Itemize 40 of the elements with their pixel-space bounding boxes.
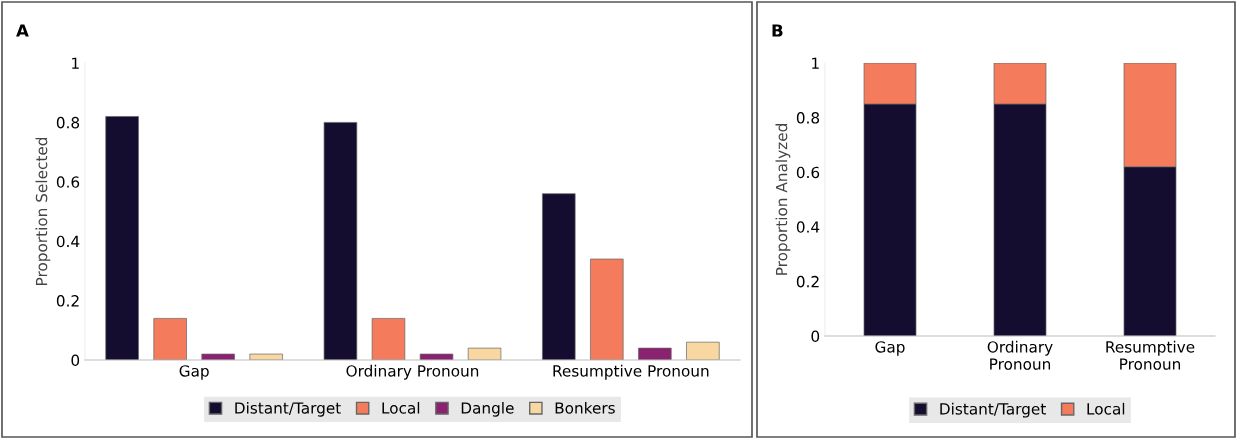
bar <box>105 116 139 360</box>
y-tick-label: 0.4 <box>56 235 80 248</box>
y-tick-label: 0 <box>811 330 820 343</box>
legend-label: Distant/Target <box>940 402 1046 418</box>
chart-title: B <box>772 24 783 37</box>
bar <box>542 193 576 360</box>
y-axis-title: Proportion Selected <box>35 137 51 285</box>
y-tick-label: 0.2 <box>796 275 819 288</box>
legend-label: Dangle <box>461 401 514 417</box>
x-tick-label: Gap <box>179 365 209 380</box>
bar <box>638 347 672 360</box>
y-tick-label: 0.2 <box>56 295 79 307</box>
bar <box>467 347 502 360</box>
legend-label: Bonkers <box>555 401 615 414</box>
y-tick-label: 0.6 <box>796 166 820 179</box>
bar <box>419 353 454 360</box>
bar <box>686 341 720 360</box>
legend-label: Local <box>1087 402 1125 415</box>
y-tick-label: 1 <box>72 57 79 69</box>
y-tick-label: 0.8 <box>796 112 820 124</box>
x-tick-label: Ordinary Pronoun <box>346 364 479 380</box>
legend-label: Distant/Target <box>235 401 341 417</box>
y-tick-label: 1 <box>812 57 819 69</box>
bar <box>153 318 187 360</box>
legend-label: Local <box>382 401 420 414</box>
y-tick-label: 0 <box>71 354 80 367</box>
bar <box>249 353 283 360</box>
y-axis-title: Proportion Analyzed <box>775 124 791 275</box>
x-tick-label: Ordinary Pronoun <box>987 340 1053 370</box>
bar <box>201 353 235 360</box>
y-tick-label: 0.4 <box>796 221 820 233</box>
x-tick-label: Gap <box>875 341 905 356</box>
y-tick-label: 0.6 <box>56 176 80 188</box>
bar <box>323 122 358 360</box>
bar <box>371 318 406 360</box>
x-tick-label: Resumptive Pronoun <box>553 364 709 380</box>
chart-title: A <box>16 24 29 37</box>
y-tick-label: 0.8 <box>56 116 80 129</box>
x-tick-label: Resumptive Pronoun <box>1106 340 1195 370</box>
bar <box>590 258 624 360</box>
